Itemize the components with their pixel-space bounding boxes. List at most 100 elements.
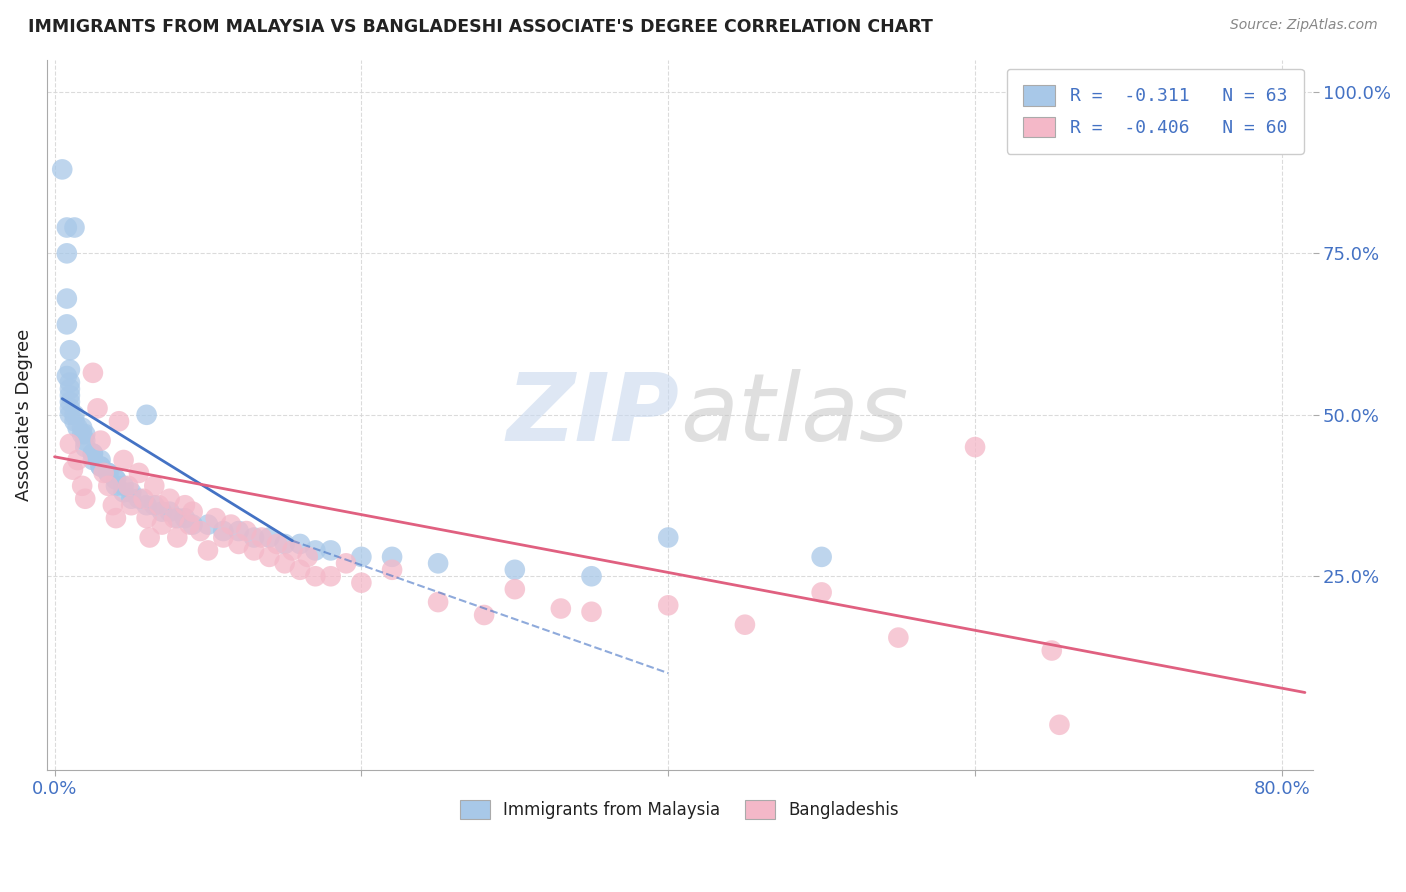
Point [62,463,84,477]
Point [90,459,112,474]
Point [1040,643,1063,657]
Point [288,563,311,577]
Point [104,479,127,493]
Point [138,531,160,545]
Point [243,531,266,545]
Point [150,505,173,519]
Point [104,511,127,525]
Point [581,569,603,583]
Point [179,517,201,532]
Point [427,595,450,609]
Point [59,408,82,422]
Point [51,162,73,177]
Point [810,585,832,599]
Point [97,479,120,493]
Point [212,531,235,545]
Point [273,557,295,571]
Point [97,466,120,480]
Point [581,605,603,619]
Point [101,498,124,512]
Point [82,453,104,467]
Point [93,466,115,480]
Point [59,388,82,402]
Point [59,382,82,396]
Point [212,524,235,538]
Point [70,421,93,435]
Point [197,517,219,532]
Point [150,517,173,532]
Point [159,505,181,519]
Point [108,414,131,428]
Point [82,366,104,380]
Point [59,376,82,390]
Point [75,434,97,448]
Point [381,563,404,577]
Point [66,421,89,435]
Point [104,472,127,486]
Point [1049,718,1071,732]
Point [97,466,120,480]
Point [965,440,987,454]
Point [86,401,108,416]
Point [159,491,181,506]
Point [90,459,112,474]
Point [273,537,295,551]
Point [56,369,79,384]
Text: Source: ZipAtlas.com: Source: ZipAtlas.com [1230,18,1378,32]
Point [259,531,281,545]
Point [243,543,266,558]
Legend: Immigrants from Malaysia, Bangladeshis: Immigrants from Malaysia, Bangladeshis [453,793,905,826]
Point [188,524,211,538]
Point [304,569,326,583]
Point [235,524,257,538]
Point [259,549,281,564]
Point [104,472,127,486]
Point [143,498,166,512]
Point [82,446,104,460]
Point [70,427,93,442]
Point [219,517,242,532]
Point [250,531,273,545]
Point [228,524,250,538]
Point [174,511,197,525]
Point [112,479,135,493]
Point [503,582,526,597]
Point [135,511,157,525]
Point [550,601,572,615]
Point [381,549,404,564]
Point [304,543,326,558]
Point [810,549,832,564]
Point [59,437,82,451]
Point [657,599,679,613]
Point [319,543,342,558]
Point [887,631,910,645]
Point [56,220,79,235]
Point [120,491,142,506]
Y-axis label: Associate's Degree: Associate's Degree [15,328,32,501]
Point [503,563,526,577]
Point [75,427,97,442]
Point [70,479,93,493]
Point [56,318,79,332]
Point [281,543,304,558]
Point [120,485,142,500]
Point [181,505,204,519]
Point [350,549,373,564]
Point [56,292,79,306]
Text: ZIP: ZIP [506,368,679,461]
Point [472,607,495,622]
Point [319,569,342,583]
Point [335,557,357,571]
Point [128,466,150,480]
Point [427,557,450,571]
Point [59,401,82,416]
Point [112,453,135,467]
Point [166,531,188,545]
Point [75,491,97,506]
Point [132,491,155,506]
Point [657,531,679,545]
Point [75,440,97,454]
Point [135,498,157,512]
Point [59,395,82,409]
Point [166,511,188,525]
